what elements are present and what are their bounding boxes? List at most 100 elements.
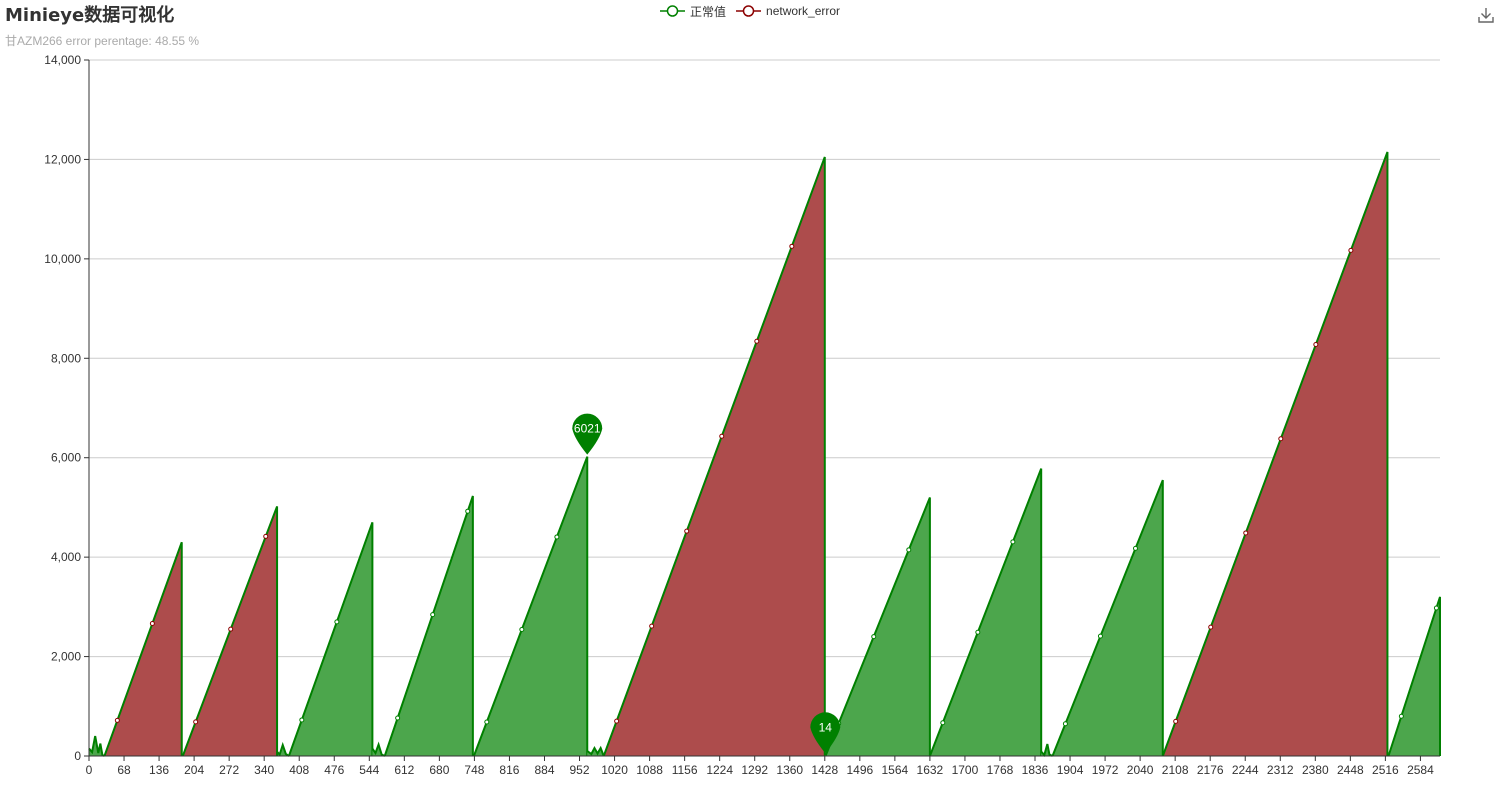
data-point (149, 620, 155, 626)
data-point (940, 720, 946, 726)
y-tick-label: 14,000 (44, 53, 81, 67)
x-tick-label: 1360 (776, 763, 803, 777)
x-tick-label: 1836 (1022, 763, 1049, 777)
data-point (1010, 539, 1016, 545)
series-0-area (1052, 480, 1163, 756)
x-tick-label: 1020 (601, 763, 628, 777)
series-1-line (181, 506, 279, 757)
axes: 0 2,000 4,000 6,000 8,000 10,000 12,000 14,000 0… (44, 53, 1440, 777)
x-tick-label: 1632 (917, 763, 944, 777)
x-tick-label: 680 (429, 763, 449, 777)
x-tick-label: 2040 (1127, 763, 1154, 777)
x-tick-label: 2312 (1267, 763, 1294, 777)
series-1-line (103, 541, 183, 757)
data-point (1173, 718, 1179, 724)
data-point (1243, 530, 1249, 536)
data-point (395, 715, 401, 721)
marker-pin (572, 413, 603, 455)
x-tick-label: 1428 (811, 763, 838, 777)
data-point (114, 717, 120, 723)
x-tick-label: 1496 (846, 763, 873, 777)
data-point (430, 612, 436, 618)
series-1-line (1161, 151, 1389, 757)
x-tick-label: 2176 (1197, 763, 1224, 777)
x-tick-label: 1904 (1057, 763, 1084, 777)
x-tick-label: 1768 (987, 763, 1014, 777)
x-tick-label: 1156 (672, 763, 698, 777)
x-tick-label: 2584 (1407, 763, 1434, 777)
x-tick-label: 272 (219, 763, 239, 777)
download-icon[interactable] (1476, 5, 1496, 25)
x-tick-label: 748 (464, 763, 484, 777)
chart-subtitle: 甘AZM266 error perentage: 48.55 % (5, 34, 200, 48)
data-point (519, 626, 525, 632)
series-0-line (88, 735, 105, 757)
data-point (789, 243, 795, 249)
data-point (649, 623, 655, 629)
y-tick-label: 8,000 (51, 351, 81, 365)
series-0-line (287, 522, 374, 757)
x-tick-label: 204 (184, 763, 204, 777)
x-tick-label: 816 (499, 763, 519, 777)
x-tick-label: 476 (324, 763, 344, 777)
y-tick-label: 4,000 (51, 550, 81, 564)
data-point (1433, 605, 1439, 611)
x-tick-label: 952 (570, 763, 590, 777)
series-0-line (383, 495, 474, 757)
data-point (906, 547, 912, 553)
x-tick-label: 2516 (1372, 763, 1399, 777)
series-1-line (602, 156, 826, 757)
legend-network-error-icon (736, 5, 762, 17)
legend-item-network-error[interactable]: network_error (736, 4, 840, 18)
data-point (684, 528, 690, 534)
data-point (871, 634, 877, 640)
legend-network-error-label: network_error (766, 4, 841, 18)
legend-normal-icon (660, 5, 685, 17)
data-point (1278, 436, 1284, 442)
x-tick-label: 884 (534, 763, 554, 777)
data-point (754, 338, 760, 344)
y-tick-label: 6,000 (51, 451, 81, 465)
y-tick-label: 0 (74, 749, 81, 763)
y-tick-label: 12,000 (44, 152, 81, 166)
data-point (554, 534, 560, 540)
series-0-area (1041, 744, 1053, 756)
series-0-line (371, 741, 386, 757)
data-point (1208, 624, 1214, 630)
x-tick-label: 68 (117, 763, 131, 777)
data-point (1398, 713, 1404, 719)
x-tick-label: 2108 (1162, 763, 1189, 777)
x-tick-label: 1224 (706, 763, 733, 777)
x-tick-label: 1292 (741, 763, 768, 777)
data-point (193, 719, 199, 725)
data-point (614, 718, 620, 724)
data-point (1313, 342, 1319, 348)
series-0-line (586, 745, 605, 757)
x-tick-label: 0 (86, 763, 93, 777)
data-point (1348, 247, 1354, 253)
series-0-line (274, 741, 290, 757)
data-point (228, 626, 234, 632)
series-0-line (1387, 596, 1441, 757)
x-tick-label: 2244 (1232, 763, 1259, 777)
x-tick-label: 1700 (952, 763, 979, 777)
data-point (1097, 633, 1103, 639)
series-0-line (472, 456, 589, 757)
y-tick-label: 10,000 (44, 252, 81, 266)
legend-item-normal[interactable]: 正常值 (660, 3, 726, 20)
marker-pin-label: 14 (819, 720, 833, 734)
series-0-line (928, 468, 1043, 757)
data-point (299, 717, 305, 723)
x-tick-label: 340 (254, 763, 274, 777)
x-tick-label: 2380 (1302, 763, 1329, 777)
markers: 6021 14 (572, 413, 841, 754)
legend-normal-label: 正常值 (690, 4, 727, 19)
marker-pin-label: 6021 (574, 422, 601, 436)
series-0-line (1040, 743, 1053, 758)
x-tick-label: 408 (289, 763, 309, 777)
data-point (719, 433, 725, 439)
x-tick-label: 136 (149, 763, 169, 777)
x-tick-label: 544 (359, 763, 379, 777)
x-tick-label: 2448 (1337, 763, 1364, 777)
